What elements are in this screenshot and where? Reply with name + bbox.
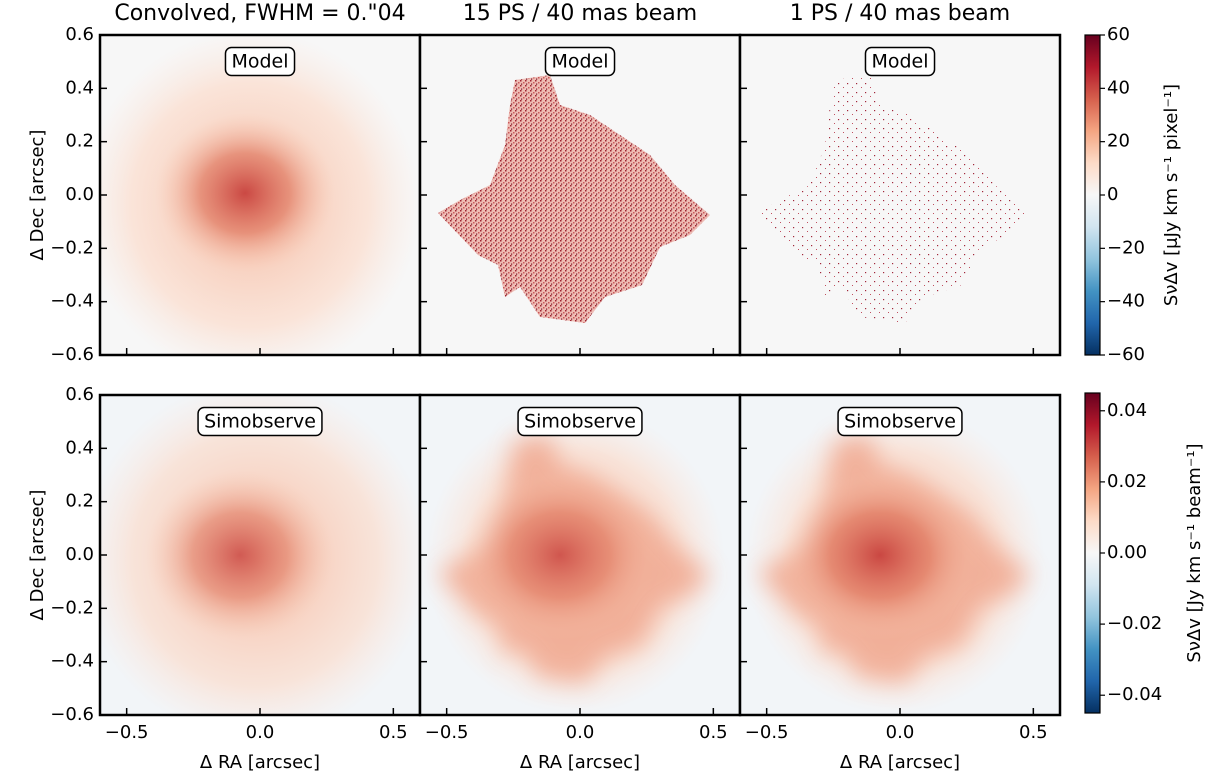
image-core	[460, 470, 660, 640]
x-axis-label: Δ RA [arcsec]	[200, 752, 320, 773]
y-tick-label: 0.4	[65, 77, 94, 98]
colorbar-tick-label: −40	[1107, 291, 1145, 312]
colorbar-label: SνΔv [μJy km s⁻¹ pixel⁻¹]	[1161, 84, 1182, 306]
panel-label: Simobserve	[204, 411, 316, 433]
colorbar	[1084, 392, 1101, 714]
y-tick-label: 0.0	[65, 544, 94, 565]
panel-label-box	[864, 46, 936, 77]
panel-title: Convolved, FWHM = 0."04	[114, 1, 405, 26]
x-tick-label: 0.5	[1019, 722, 1048, 743]
x-tick-label: 0.5	[379, 722, 408, 743]
colorbar-tick-label: −60	[1107, 344, 1145, 365]
y-tick-label: −0.4	[50, 651, 94, 672]
panel-label-box	[197, 406, 323, 437]
y-tick-label: 0.2	[65, 491, 94, 512]
x-axis-label: Δ RA [arcsec]	[840, 752, 960, 773]
x-tick-label: −0.5	[105, 722, 149, 743]
colorbar-tick-label: 20	[1107, 131, 1130, 152]
colorbar-tick-label: 0.04	[1107, 400, 1147, 421]
colorbar-tick-label: −0.04	[1107, 684, 1162, 705]
image	[420, 395, 740, 715]
panel-title: 1 PS / 40 mas beam	[790, 1, 1010, 26]
colorbar-label: SνΔv [Jy km s⁻¹ beam⁻¹]	[1184, 443, 1205, 662]
panel-title: 15 PS / 40 mas beam	[463, 1, 697, 26]
x-axis-label: Δ RA [arcsec]	[520, 752, 640, 773]
colorbar-tick-label: 60	[1107, 24, 1130, 45]
y-axis-label: Δ Dec [arcsec]	[27, 490, 48, 621]
colorbar-tick-label: 0.02	[1107, 471, 1147, 492]
panel-label: Simobserve	[524, 411, 636, 433]
panel-label: Model	[871, 51, 928, 73]
image	[740, 35, 1060, 355]
y-tick-label: 0.0	[65, 184, 94, 205]
colorbar-tick-label: 0.00	[1107, 542, 1147, 563]
image-core	[780, 470, 980, 640]
colorbar	[1084, 34, 1101, 356]
x-tick-label: 0.0	[246, 722, 275, 743]
x-tick-label: −0.5	[745, 722, 789, 743]
colorbar-tick-label: 0	[1107, 184, 1118, 205]
y-tick-label: −0.2	[50, 597, 94, 618]
y-tick-label: −0.4	[50, 291, 94, 312]
panel-label-box	[517, 406, 643, 437]
image-core	[145, 470, 335, 640]
panel-label: Model	[551, 51, 608, 73]
y-tick-label: 0.6	[65, 384, 94, 405]
y-tick-label: 0.2	[65, 131, 94, 152]
image-pixels	[758, 75, 1030, 323]
colorbar-tick-label: −20	[1107, 237, 1145, 258]
y-tick-label: 0.4	[65, 437, 94, 458]
x-tick-label: 0.0	[886, 722, 915, 743]
image	[100, 35, 420, 355]
panel-label-box	[544, 46, 616, 77]
panel-label-box	[837, 406, 963, 437]
image-pixels	[438, 75, 710, 323]
image	[100, 395, 420, 715]
y-tick-label: −0.6	[50, 704, 94, 725]
y-tick-label: 0.6	[65, 24, 94, 45]
image	[420, 35, 740, 355]
colorbar-tick-label: −0.02	[1107, 613, 1162, 634]
panel-label: Simobserve	[844, 411, 956, 433]
x-tick-label: −0.5	[425, 722, 469, 743]
x-tick-label: 0.0	[566, 722, 595, 743]
y-tick-label: −0.2	[50, 237, 94, 258]
image-core	[155, 113, 335, 273]
panel-label: Model	[231, 51, 288, 73]
y-tick-label: −0.6	[50, 344, 94, 365]
x-tick-label: 0.5	[699, 722, 728, 743]
colorbar-tick-label: 40	[1107, 77, 1130, 98]
panel-label-box	[224, 46, 296, 77]
y-axis-label: Δ Dec [arcsec]	[27, 130, 48, 261]
image	[740, 395, 1060, 715]
